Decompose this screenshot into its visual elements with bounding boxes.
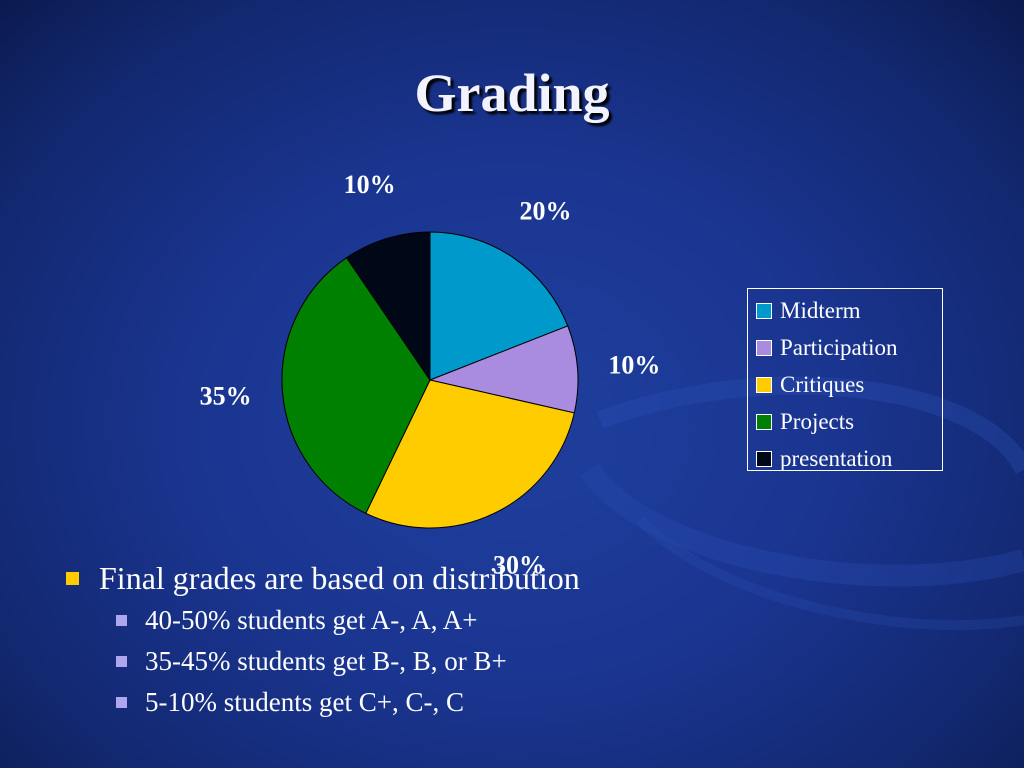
legend-item: Participation bbox=[756, 330, 942, 367]
legend-swatch bbox=[756, 340, 772, 357]
square-bullet-icon bbox=[116, 615, 127, 626]
legend-item: Midterm bbox=[756, 293, 942, 330]
legend-swatch bbox=[756, 303, 772, 320]
sub-bullet-text: 35-45% students get B-, B, or B+ bbox=[145, 646, 507, 676]
pie-slice-presentation bbox=[345, 231, 431, 382]
legend-label: Critiques bbox=[780, 371, 865, 397]
legend-swatch bbox=[756, 376, 772, 393]
pie-slice-critiques bbox=[365, 379, 575, 529]
data-label: 30% bbox=[493, 551, 545, 580]
bullet-list: Final grades are based on distribution 4… bbox=[60, 556, 1000, 723]
square-bullet-icon bbox=[66, 571, 79, 585]
sub-bullet-item: 40-50% students get A-, A, A+ bbox=[116, 600, 1000, 641]
legend-label: presentation bbox=[780, 445, 893, 471]
sub-bullet-text: 40-50% students get A-, A, A+ bbox=[145, 605, 478, 635]
legend-item: Projects bbox=[756, 403, 942, 440]
data-label: 10% bbox=[608, 351, 660, 380]
data-label: 35% bbox=[200, 381, 252, 410]
bullet-text: Final grades are based on distribution bbox=[99, 559, 580, 596]
data-label: 10% bbox=[344, 170, 396, 199]
legend-swatch bbox=[756, 450, 772, 467]
pie-chart: 20% 10% 30% 35% 10% bbox=[200, 170, 660, 580]
bullet-item: Final grades are based on distribution bbox=[60, 556, 1000, 600]
sub-bullet-item: 35-45% students get B-, B, or B+ bbox=[116, 641, 1000, 682]
square-bullet-icon bbox=[116, 697, 127, 708]
legend-label: Midterm bbox=[780, 298, 861, 324]
legend-label: Participation bbox=[780, 335, 898, 361]
pie-slice-projects bbox=[281, 257, 431, 515]
legend-swatch bbox=[756, 413, 772, 430]
chart-legend: Midterm Participation Critiques Projects pre… bbox=[747, 288, 943, 471]
square-bullet-icon bbox=[116, 656, 127, 667]
legend-item: Critiques bbox=[756, 367, 942, 404]
slide-title: Grading bbox=[414, 63, 610, 123]
legend-label: Projects bbox=[780, 408, 855, 434]
sub-bullet-text: 5-10% students get C+, C-, C bbox=[145, 687, 464, 717]
pie-slice-participation bbox=[428, 325, 579, 414]
sub-bullet-item: 5-10% students get C+, C-, C bbox=[116, 682, 1000, 723]
data-label: 20% bbox=[519, 197, 571, 226]
pie-slice-midterm bbox=[429, 231, 569, 381]
legend-item: presentation bbox=[756, 440, 942, 477]
